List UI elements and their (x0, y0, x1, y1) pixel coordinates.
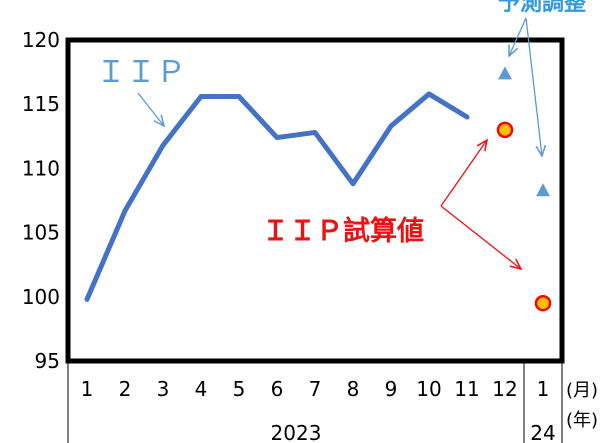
x-tick-label: 4 (195, 377, 208, 401)
y-axis-ticks: 95 100 105 110 115 120 (22, 28, 60, 373)
x-tick-label: 12 (492, 377, 517, 401)
x-tick-label: 9 (385, 377, 398, 401)
y-tick-label: 100 (22, 285, 60, 309)
x-tick-label: 1 (537, 377, 550, 401)
y-tick-label: 110 (22, 156, 60, 180)
x-tick-label: 1 (81, 377, 94, 401)
y-tick-label: 105 (22, 221, 60, 245)
x-axis-years: 2023 24 (68, 361, 562, 443)
y-tick-label: 95 (35, 349, 60, 373)
x-tick-label: 5 (233, 377, 246, 401)
iip-estimate-arrow-jan (441, 206, 521, 269)
x-tick-label: 11 (454, 377, 479, 401)
x-tick-label: 6 (271, 377, 284, 401)
forecast-label-arrow-dec (509, 18, 526, 56)
x-tick-label: 3 (157, 377, 170, 401)
year-label: 2023 (271, 421, 322, 443)
plot-marks (87, 66, 550, 310)
forecast-point (536, 183, 550, 196)
y-tick-label: 120 (22, 28, 60, 52)
iip-estimate-point (536, 296, 550, 310)
x-tick-label: 10 (416, 377, 441, 401)
iip-label: ＩＩＰ (96, 55, 186, 90)
iip-estimate-label: ＩＩＰ試算値 (262, 215, 424, 247)
iip-label-arrow (138, 93, 164, 126)
y-tick-label: 115 (22, 92, 60, 116)
iip-estimate-point (498, 123, 512, 137)
month-unit-label: (月) (566, 380, 598, 401)
x-tick-label: 7 (309, 377, 322, 401)
forecast-label: 予測調整 (498, 0, 586, 16)
year-unit-label: (年) (566, 410, 598, 431)
x-tick-label: 8 (347, 377, 360, 401)
iip-estimate-arrow-dec (441, 140, 487, 206)
iip-line (87, 94, 467, 299)
forecast-point (498, 66, 512, 79)
x-tick-label: 2 (119, 377, 132, 401)
year-label: 24 (530, 421, 555, 443)
x-axis-months: 1 2 3 4 5 6 7 8 9 10 11 12 1 (81, 377, 550, 401)
